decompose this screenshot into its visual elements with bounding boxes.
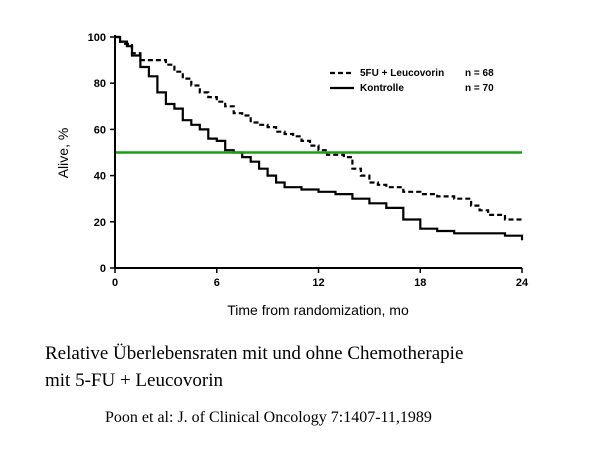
x-tick-label: 0	[112, 277, 118, 289]
legend: 5FU + Leucovorin n = 68 Kontrolle n = 70	[330, 68, 494, 94]
legend-label-kontrolle: Kontrolle	[360, 83, 404, 94]
y-tick-label: 80	[94, 78, 106, 90]
legend-n-5fu-leucovorin: n = 68	[465, 68, 494, 79]
x-tick-label: 18	[414, 277, 426, 289]
survival-chart: 0 6 12 18 24 0 20 40 60 80 100 5FU + Leucovorin n =…	[55, 32, 529, 318]
series-line-kontrolle	[115, 35, 524, 241]
legend-n-kontrolle: n = 70	[465, 83, 494, 94]
y-tick-label: 20	[94, 217, 106, 229]
x-tick-label: 12	[312, 277, 324, 289]
x-tick-label: 24	[516, 277, 529, 289]
caption-line-1: Relative Überlebensraten mit und ohne Ch…	[45, 343, 464, 364]
y-tick-label: 40	[94, 171, 106, 183]
caption-line-2: mit 5-FU + Leucovorin	[45, 370, 223, 391]
y-tick-label: 0	[100, 263, 106, 275]
legend-label-5fu-leucovorin: 5FU + Leucovorin	[360, 68, 444, 79]
citation: Poon et al: J. of Clinical Oncology 7:14…	[105, 409, 432, 426]
y-tick-label: 100	[88, 32, 106, 44]
y-tick-label: 60	[94, 124, 106, 136]
plot-area	[115, 35, 524, 241]
axes: 0 6 12 18 24 0 20 40 60 80 100	[88, 32, 529, 289]
x-tick-label: 6	[214, 277, 220, 289]
x-axis-title: Time from randomization, mo	[227, 302, 409, 318]
y-axis-title: Alive, %	[55, 128, 71, 179]
